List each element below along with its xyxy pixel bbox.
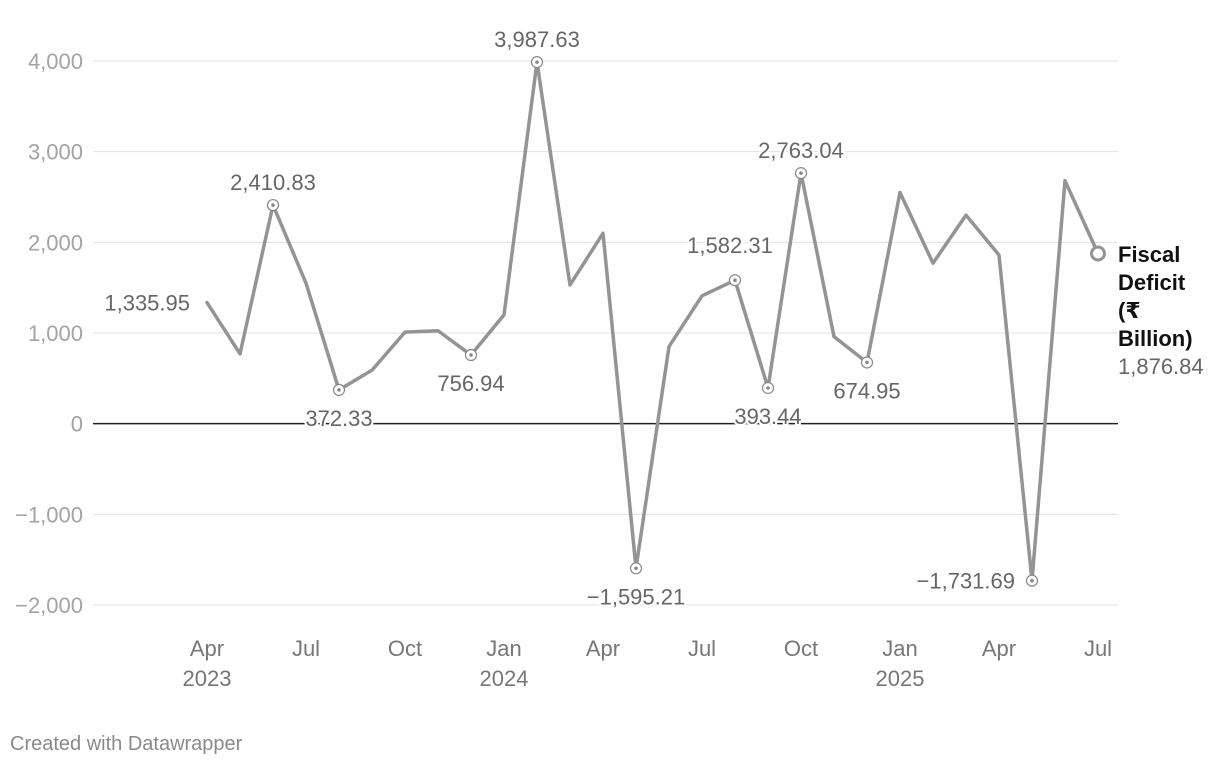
y-tick-label: 3,000 (28, 140, 83, 165)
y-tick-label: 4,000 (28, 49, 83, 74)
data-label: 372.33 (305, 406, 372, 431)
series-end-value-label: 1,876.84 (1118, 354, 1204, 379)
data-label: 2,763.04 (758, 138, 844, 163)
x-tick-label: Jan (882, 636, 917, 661)
series-name-label: Fiscal (1118, 242, 1180, 267)
data-point-dot (469, 353, 473, 357)
x-tick-label: Apr (982, 636, 1016, 661)
x-tick-label: Oct (388, 636, 422, 661)
x-tick-year-label: 2025 (876, 666, 925, 691)
data-point-dot (535, 60, 539, 64)
series-end-marker (1090, 245, 1106, 262)
x-tick-label: Jul (292, 636, 320, 661)
data-point-dot (733, 278, 737, 283)
x-tick-label: Apr (586, 636, 620, 661)
data-point-dot (1030, 578, 1034, 583)
series-line-fiscal-deficit (205, 60, 1100, 583)
data-label: −1,731.69 (917, 569, 1015, 594)
datawrapper-credit: Created with Datawrapper (10, 733, 243, 755)
data-label: 2,410.83 (230, 170, 316, 195)
x-tick-label: Jul (1084, 636, 1112, 661)
data-point-dot (799, 171, 803, 175)
series-name-label: Billion) (1118, 326, 1193, 351)
data-label: −1,595.21 (587, 584, 685, 609)
data-label: 756.94 (437, 371, 504, 396)
line-chart: −2,000 −1,000 0 1,000 2,000 3,000 4,000 Apr 2023… (15, 25, 1204, 691)
y-tick-label: 2,000 (28, 230, 83, 255)
data-label: 674.95 (833, 378, 900, 403)
series-name-label: Deficit (1118, 270, 1186, 295)
y-tick-label: −1,000 (15, 502, 83, 527)
series-name-label: (₹ (1118, 298, 1141, 323)
data-point-dot (865, 360, 869, 365)
data-label: 3,987.63 (494, 27, 580, 52)
x-tick-label: Oct (784, 636, 818, 661)
data-point-dot (634, 566, 638, 571)
x-tick-year-label: 2024 (480, 666, 529, 691)
data-point-dot (271, 203, 275, 207)
y-tick-label: 1,000 (28, 321, 83, 346)
x-tick-label: Jan (486, 636, 521, 661)
data-label: 1,335.95 (104, 291, 190, 316)
data-point-dot (337, 388, 341, 392)
x-tick-year-label: 2023 (183, 666, 232, 691)
data-label: 1,582.31 (687, 233, 773, 258)
y-tick-label: 0 (71, 412, 83, 437)
data-point-dot (766, 386, 770, 390)
data-label: 393.44 (734, 404, 801, 429)
y-tick-label: −2,000 (15, 593, 83, 618)
x-tick-label: Jul (688, 636, 716, 661)
x-tick-label: Apr (190, 636, 224, 661)
